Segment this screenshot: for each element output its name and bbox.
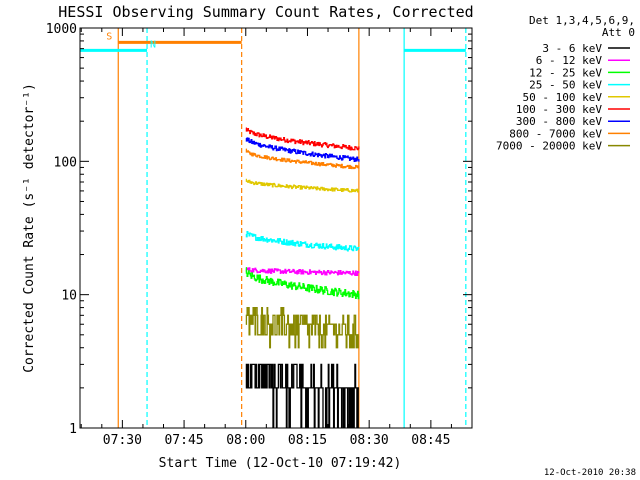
y-tick-label-1: 10 [61,289,77,304]
series-line-50-100-kev [245,178,360,193]
legend-label-0: 3 - 6 keV [542,42,602,55]
legend-label-7: 800 - 7000 keV [509,127,602,140]
legend-header-0: Det 1,3,4,5,6,9, [529,14,635,27]
interval-label-0: S [106,31,112,42]
legend-label-8: 7000 - 20000 keV [496,140,602,153]
plot-area: SN [80,28,467,428]
legend-label-5: 100 - 300 keV [516,103,602,116]
series-line-25-50-kev [245,231,360,252]
x-axis-label: Start Time (12-Oct-10 07:19:42) [159,456,402,471]
series-line-3-6-kev [245,363,359,428]
chart-title: HESSI Observing Summary Count Rates, Cor… [58,3,473,21]
legend-label-4: 50 - 100 keV [523,91,603,104]
series-line-6-12-kev [245,267,360,277]
series-line-12-25-kev [245,267,360,300]
y-tick-label-3: 1000 [46,22,77,37]
series-line-7000-20000-kev [245,306,359,349]
y-tick-label-2: 100 [54,155,77,170]
x-tick-label-3: 08:15 [288,433,327,448]
x-tick-label-0: 07:30 [103,433,142,448]
y-tick-label-0: 1 [69,422,77,437]
x-tick-label-5: 08:45 [411,433,450,448]
series-line-100-300-kev [245,127,360,151]
interval-label-1: N [150,39,156,50]
plot-frame [79,27,473,429]
x-tick-label-1: 07:45 [164,433,203,448]
series-line-300-800-kev [245,137,360,162]
axes: 07:30 07:45 08:00 08:15 08:30 08:45 1 10 100 1000 [46,22,473,448]
y-axis-label: Corrected Count Rate (s⁻¹ detector⁻¹) [22,83,37,373]
legend-label-3: 25 - 50 keV [529,79,602,92]
series-line-800-7000-kev [245,148,360,170]
x-tick-label-4: 08:30 [350,433,389,448]
legend-label-2: 12 - 25 keV [529,66,602,79]
legend-label-6: 300 - 800 keV [516,115,602,128]
x-tick-label-2: 08:00 [226,433,265,448]
legend-header-1: Att 0 [602,26,635,39]
footer-timestamp: 12-Oct-2010 20:38 [544,468,636,478]
legend-label-1: 6 - 12 keV [536,54,603,67]
